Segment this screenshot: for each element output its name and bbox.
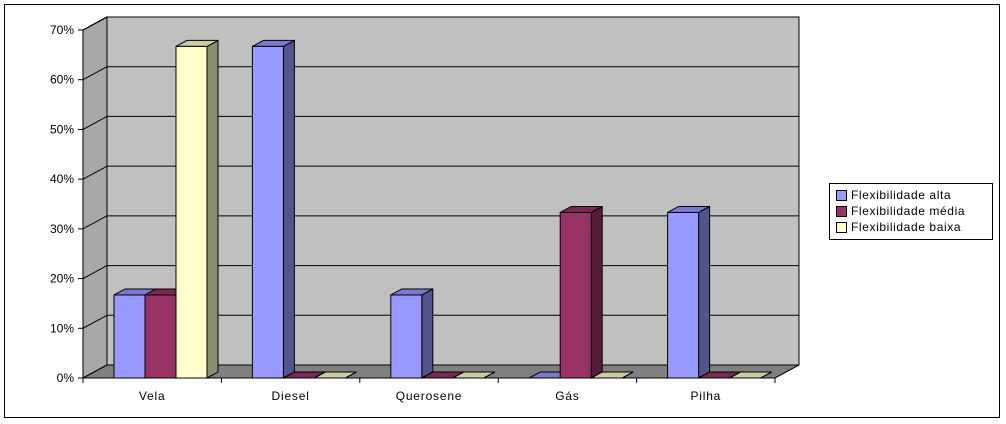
bar-pilha-flexibilidade-alta-front xyxy=(667,211,700,379)
bar-gas-flexibilidade-media xyxy=(559,205,603,379)
bar-gas-flexibilidade-media-side xyxy=(590,205,603,379)
bar-querosene-flexibilidade-alta xyxy=(390,288,434,379)
bar-vela-flexibilidade-baixa-front xyxy=(175,45,208,379)
bar-querosene-flexibilidade-alta-side xyxy=(421,288,434,379)
y-tick-label: 10% xyxy=(50,321,74,335)
x-tick-label: Pilha xyxy=(690,389,721,403)
x-tick-label: Querosene xyxy=(396,389,463,403)
legend-item-flexibilidade-alta: Flexibilidade alta xyxy=(836,187,986,203)
y-tick-label: 30% xyxy=(50,222,74,236)
chart-side-wall xyxy=(82,16,108,379)
legend-label-flexibilidade-media: Flexibilidade média xyxy=(851,204,966,218)
bar-diesel-flexibilidade-alta-front xyxy=(251,45,284,379)
bar-pilha-flexibilidade-alta xyxy=(667,205,711,379)
bar-querosene-flexibilidade-alta-front xyxy=(390,294,423,379)
y-tick-label: 20% xyxy=(50,272,74,286)
legend-swatch-flexibilidade-media xyxy=(836,205,847,217)
bar-vela-flexibilidade-baixa xyxy=(175,39,219,379)
bar-diesel-flexibilidade-alta-side xyxy=(282,39,295,379)
bar-gas-flexibilidade-media-front xyxy=(559,211,592,379)
gridline-side xyxy=(82,165,108,180)
x-tick-label: Vela xyxy=(139,389,166,403)
gridline-side xyxy=(82,215,108,230)
y-tick-label: 0% xyxy=(57,371,75,385)
gridline-side xyxy=(82,115,108,130)
y-tick-label: 60% xyxy=(50,73,74,87)
y-tick-label: 70% xyxy=(50,23,74,37)
gridline-side xyxy=(82,16,108,31)
gridline-side xyxy=(82,265,108,280)
legend-swatch-flexibilidade-baixa xyxy=(836,221,847,233)
gridline-side xyxy=(82,66,108,81)
legend-swatch-flexibilidade-alta xyxy=(836,189,847,201)
chart-legend: Flexibilidade alta Flexibilidade média F… xyxy=(829,183,993,240)
bar-vela-flexibilidade-alta-front xyxy=(113,294,146,379)
bar-pilha-flexibilidade-alta-side xyxy=(698,205,711,379)
legend-item-flexibilidade-media: Flexibilidade média xyxy=(836,203,986,219)
y-tick-label: 50% xyxy=(50,122,74,136)
bar-vela-flexibilidade-baixa-side xyxy=(206,39,219,379)
x-tick-label: Gás xyxy=(555,389,579,403)
bar-vela-flexibilidade-media-front xyxy=(144,294,177,379)
legend-label-flexibilidade-alta: Flexibilidade alta xyxy=(851,188,952,202)
bar-diesel-flexibilidade-alta xyxy=(251,39,295,379)
x-tick-label: Diesel xyxy=(272,389,310,403)
legend-item-flexibilidade-baixa: Flexibilidade baixa xyxy=(836,219,986,235)
legend-label-flexibilidade-baixa: Flexibilidade baixa xyxy=(851,220,962,234)
gridline-side xyxy=(82,314,108,329)
y-tick-label: 40% xyxy=(50,172,74,186)
